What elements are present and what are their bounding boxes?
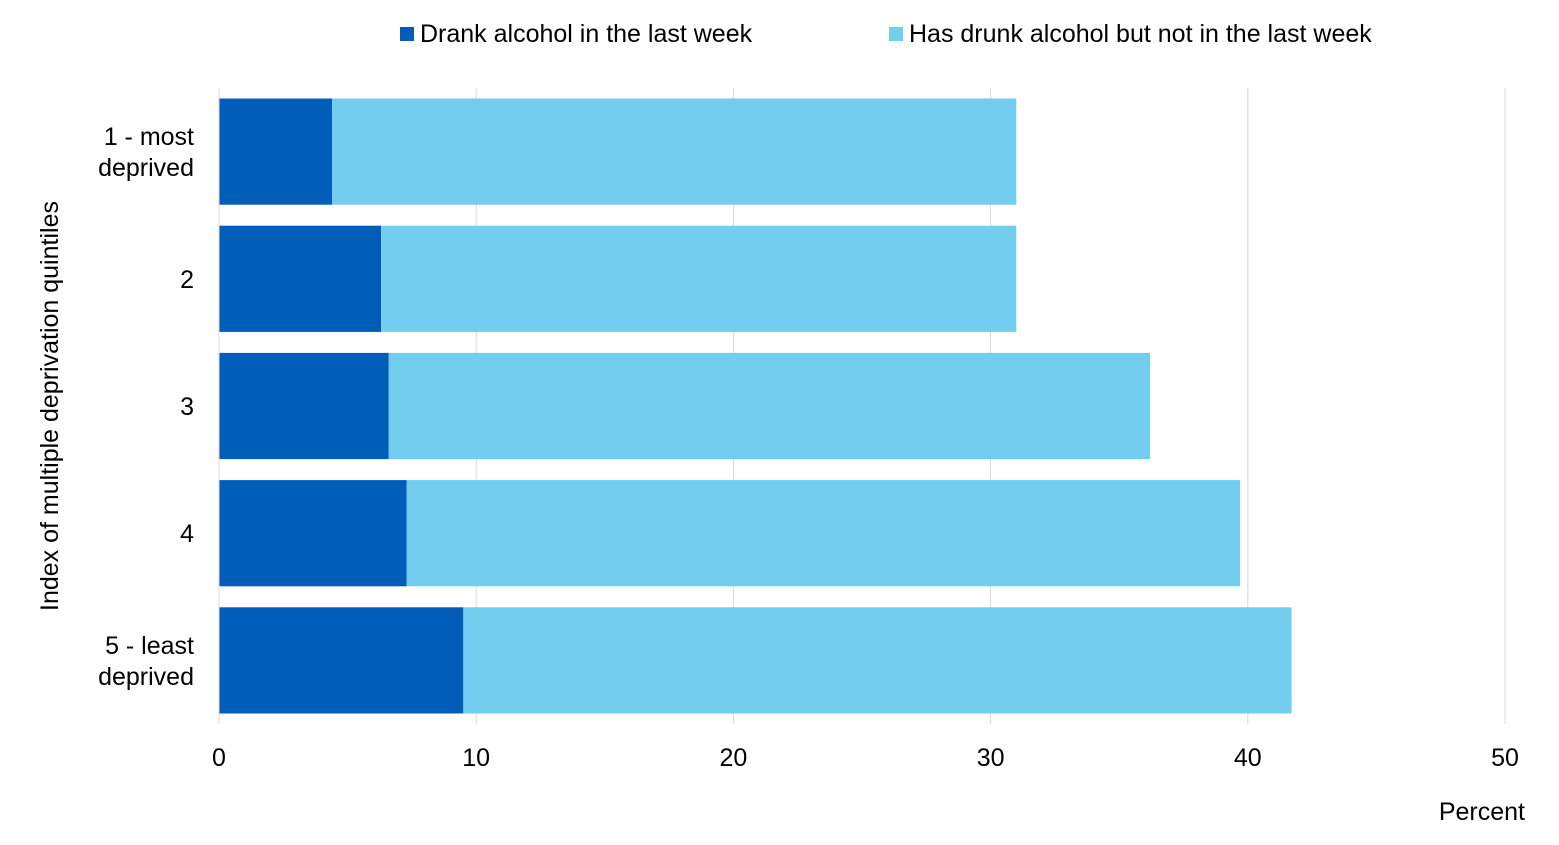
bar-series-2-category-4 bbox=[406, 480, 1241, 587]
category-label-line: 2 bbox=[180, 266, 194, 294]
legend-swatch-series-2 bbox=[889, 27, 903, 41]
bar-series-1-category-3 bbox=[219, 352, 389, 460]
category-label-2: 2 bbox=[180, 266, 194, 294]
category-label-line: 3 bbox=[180, 393, 194, 421]
x-tick-label-40: 40 bbox=[1234, 744, 1262, 772]
legend-label-series-1: Drank alcohol in the last week bbox=[420, 20, 753, 48]
x-tick-label-50: 50 bbox=[1491, 744, 1519, 772]
y-axis-label: Index of multiple deprivation quintiles bbox=[36, 201, 64, 611]
category-label-line: 1 - most bbox=[104, 123, 194, 151]
category-label-5: 5 - least deprived bbox=[98, 632, 194, 691]
legend: Drank alcohol in the last week Has drunk… bbox=[400, 20, 1372, 48]
category-label-1: 1 - most deprived bbox=[98, 123, 194, 182]
legend-label-series-2: Has drunk alcohol but not in the last we… bbox=[909, 20, 1372, 48]
category-label-line: 5 - least bbox=[105, 632, 194, 660]
category-label-line: deprived bbox=[98, 154, 194, 182]
x-tick-label-20: 20 bbox=[719, 744, 747, 772]
category-label-4: 4 bbox=[180, 520, 194, 548]
x-tick-label-10: 10 bbox=[462, 744, 490, 772]
bar-series-1-category-5 bbox=[219, 607, 464, 714]
category-label-line: 4 bbox=[180, 520, 194, 548]
x-tick-labels: 0 10 20 30 40 50 bbox=[212, 744, 1519, 772]
category-label-line: deprived bbox=[98, 663, 194, 691]
bars bbox=[219, 98, 1292, 714]
bar-series-2-category-5 bbox=[463, 607, 1292, 714]
x-axis-label: Percent bbox=[1439, 798, 1525, 826]
bar-series-2-category-1 bbox=[332, 98, 1017, 205]
x-tick-label-30: 30 bbox=[977, 744, 1005, 772]
bar-series-2-category-3 bbox=[388, 352, 1151, 460]
category-label-3: 3 bbox=[180, 393, 194, 421]
bar-series-1-category-2 bbox=[219, 225, 382, 332]
bar-series-1-category-4 bbox=[219, 480, 407, 587]
category-labels: 1 - most deprived 2 3 4 5 - least deprived bbox=[98, 123, 194, 691]
bar-series-1-category-1 bbox=[219, 98, 333, 205]
x-tick-label-0: 0 bbox=[212, 744, 226, 772]
legend-swatch-series-1 bbox=[400, 27, 414, 41]
bar-series-2-category-2 bbox=[381, 225, 1017, 332]
